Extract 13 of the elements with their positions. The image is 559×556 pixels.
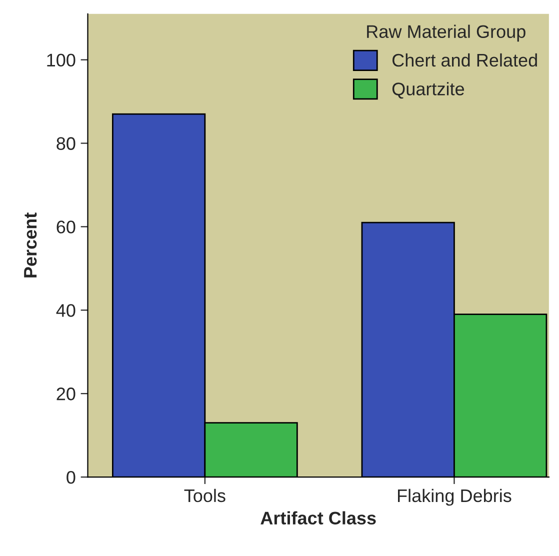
y-tick-label: 100 [47, 54, 76, 67]
y-axis-title: Percent [24, 212, 37, 278]
legend-title: Raw Material Group [367, 24, 526, 42]
x-tick-label: Tools [184, 488, 226, 502]
y-tick-label: 80 [56, 137, 76, 150]
y-tick-label: 0 [66, 470, 76, 484]
x-axis-title: Artifact Class [260, 511, 376, 525]
legend-label: Quartzite [392, 82, 464, 99]
y-tick-label: 20 [56, 388, 76, 400]
y-tick-label: 60 [56, 220, 76, 234]
x-tick-label: Flaking Debris [398, 488, 512, 506]
y-tick-label: 40 [56, 304, 76, 317]
legend-label: Chert and Related [392, 53, 537, 67]
